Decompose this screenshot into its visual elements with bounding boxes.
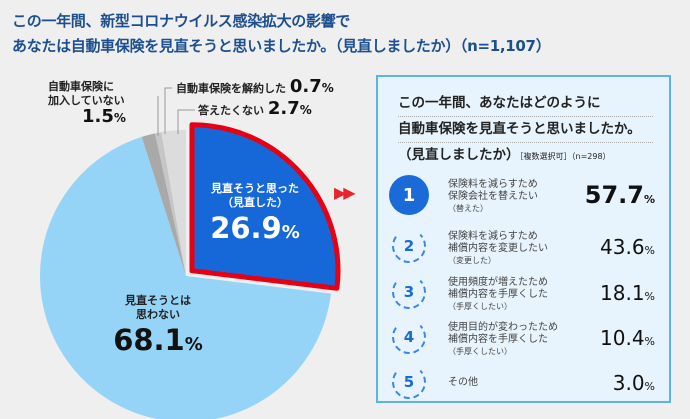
reason-text: 使用目的が変わったため 補償内容を手厚くした （手厚くしたい）	[448, 322, 558, 356]
reason-percent: 57.7%	[584, 181, 655, 209]
reason-text: 保険料を減らすため 補償内容を変更したい （変更した）	[448, 231, 548, 265]
panel-title-line: （見直しましたか）［複数選択可］（n=298）	[398, 147, 611, 163]
leader-line	[177, 109, 195, 134]
pie-slice	[141, 133, 186, 276]
reason-percent: 3.0%	[612, 371, 655, 395]
rank-laurel-icon: 4	[392, 320, 426, 354]
label-text: （見直した）	[222, 196, 288, 209]
reason-percent: 18.1%	[600, 281, 655, 305]
title-line-1: この一年間、新型コロナウイルス感染拡大の影響で	[12, 12, 351, 30]
label-text: 加入していない	[48, 94, 125, 107]
reasons-panel: この一年間、あなたはどのように 自動車保険を見直そうと思いましたか。 （見直しま…	[376, 75, 671, 403]
label-text: 見直そうとは	[125, 294, 191, 307]
reason-percent: 43.6%	[600, 235, 655, 259]
label-no-answer: 答えたくない 2.7%	[198, 100, 312, 118]
label-text: 自動車保険に	[48, 80, 114, 93]
panel-note: ［複数選択可］（n=298）	[519, 152, 611, 161]
label-cancelled: 自動車保険を解約した 0.7%	[176, 78, 334, 96]
pct-no-answer: 2.7%	[267, 98, 312, 119]
pie-slice	[161, 130, 186, 276]
panel-title-line: この一年間、あなたはどのように	[398, 91, 653, 117]
label-reviewed: 見直そうと思った （見直した） 26.9%	[205, 182, 305, 251]
pct-cancelled: 0.7%	[289, 76, 334, 97]
title-line-2: あなたは自動車保険を見直そうと思いましたか。（見直しましたか）（n=1,107）	[12, 37, 551, 55]
reason-text: 使用頻度が増えたため 補償内容を手厚くした （手厚くしたい）	[448, 277, 548, 311]
reason-percent: 10.4%	[600, 326, 655, 350]
label-text: 自動車保険を解約した	[176, 82, 286, 95]
rank-laurel-icon: 1	[389, 175, 429, 215]
pie-slice	[155, 132, 186, 276]
panel-title: この一年間、あなたはどのように 自動車保険を見直そうと思いましたか。 （見直しま…	[398, 91, 653, 168]
rank-laurel-icon: 2	[392, 229, 426, 263]
leader-line	[164, 87, 172, 134]
rank-laurel-icon: 5	[392, 365, 426, 399]
arrow-icon: ▶▶	[334, 183, 356, 202]
chart-title: この一年間、新型コロナウイルス感染拡大の影響で あなたは自動車保険を見直そうと思…	[12, 9, 551, 59]
pct-not-insured: 1.5%	[82, 106, 126, 127]
pie-chart	[40, 87, 341, 419]
pct-reviewed: 26.9%	[210, 211, 300, 245]
label-not-reviewed: 見直そうとは 思わない 68.1%	[108, 294, 208, 363]
label-text: 見直そうと思った	[211, 182, 299, 195]
label-text: 思わない	[136, 308, 180, 321]
pie-slice	[189, 122, 341, 291]
rank-laurel-icon: 3	[392, 275, 426, 309]
reason-text: 保険料を減らすため 保険会社を替えたい （替えた）	[448, 179, 538, 213]
label-not-insured: 自動車保険に 加入していない 1.5%	[48, 80, 126, 127]
panel-title-line: 自動車保険を見直そうと思いましたか。	[398, 117, 653, 143]
pct-not-reviewed: 68.1%	[113, 323, 203, 357]
reason-text: その他	[448, 377, 478, 388]
label-text: 答えたくない	[198, 104, 264, 117]
pie-slice	[40, 136, 331, 419]
